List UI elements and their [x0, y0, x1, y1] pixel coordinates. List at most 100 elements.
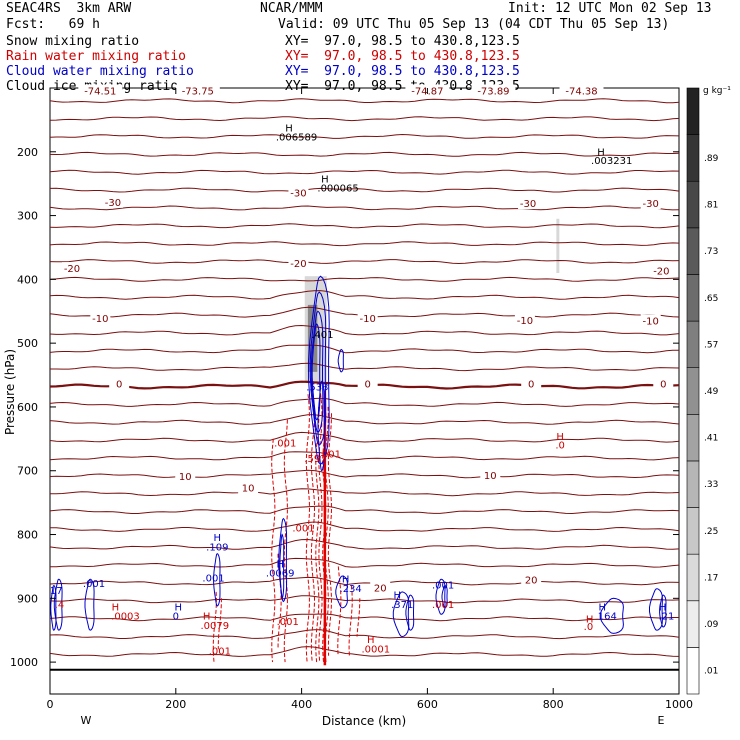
- cloud-water-contour: [279, 533, 285, 600]
- cloud-water-contour: [311, 323, 321, 421]
- cloud-water-contour: [213, 553, 221, 607]
- isotherm-label-bg: [288, 257, 309, 270]
- top-label-bg: [559, 84, 604, 97]
- field-rain-xy: XY= 97.0, 98.5 to 430.8,123.5: [285, 49, 520, 64]
- contour-annotation: .4: [55, 600, 65, 611]
- colorbar-segment: [686, 134, 700, 182]
- colorbar-segment: [686, 553, 700, 602]
- cloud-water-contour: [649, 588, 663, 631]
- rain-contour: [283, 419, 288, 663]
- isotherm-label-bg: [521, 573, 542, 586]
- isotherm-label-bg: [640, 197, 661, 210]
- cloud-water-contour: [337, 348, 344, 373]
- y-tick-label: 900: [17, 592, 38, 605]
- contour-annotation: .0: [555, 440, 565, 451]
- cloud-water-contour: [441, 585, 448, 609]
- isotherm-line: [49, 116, 680, 122]
- top-isotherm-label: -73.75: [182, 86, 214, 97]
- isotherm-line: [49, 505, 680, 515]
- isotherm-line: [49, 324, 680, 336]
- contour-annotation: H: [367, 635, 375, 646]
- x-east-label: E: [658, 714, 665, 727]
- top-isotherm-label: -74.38: [565, 86, 597, 97]
- isotherm-line: [49, 557, 680, 568]
- top-label-bg: [175, 84, 220, 97]
- isotherm-label: 0: [528, 380, 534, 391]
- top-label-bg: [78, 84, 123, 97]
- contour-annotation: .000065: [317, 183, 358, 194]
- contour-annotation: H: [112, 602, 120, 613]
- contour-annotation: .001: [83, 579, 105, 590]
- colorbar-segment: [686, 87, 700, 135]
- y-tick-label: 700: [17, 465, 38, 478]
- cloud-water-contour: [84, 578, 95, 631]
- colorbar-level-label: .01: [704, 667, 718, 677]
- rain-contour: [327, 413, 333, 656]
- init-time: Init: 12 UTC Mon 02 Sep 13: [508, 1, 712, 16]
- contour-annotation: H: [285, 123, 293, 134]
- cloud-water-contour: [335, 575, 348, 609]
- contour-annotation: H: [597, 148, 605, 159]
- valid-time: Valid: 09 UTC Thu 05 Sep 13 (04 CDT Thu …: [278, 17, 670, 32]
- cloud-water-contour: [50, 584, 57, 631]
- colorbar-level-label: .33: [704, 480, 718, 490]
- isotherm-lines: -30 -30 -30 -30 -20 -20 -20 -10 -10 -10 -10 0 0 0 0 10 1…: [49, 84, 680, 657]
- isotherm-label: -20: [653, 267, 669, 278]
- isotherm-label-bg: [102, 195, 123, 208]
- contour-annotation: 17: [50, 586, 63, 597]
- cloud-water-contour: [278, 517, 288, 603]
- contour-annotation: .001: [277, 617, 299, 628]
- isotherm-label: -30: [520, 199, 536, 210]
- isotherm-line: [49, 223, 680, 229]
- isotherm-line: [49, 431, 680, 443]
- isotherm-label-bg: [514, 313, 535, 326]
- isotherm-line: [49, 259, 680, 265]
- isotherm-label: 20: [374, 584, 387, 595]
- colorbar-level-label: .89: [704, 154, 719, 164]
- y-tick-label: 400: [17, 273, 38, 286]
- colorbar-level-label: .57: [704, 340, 718, 350]
- isotherm-label-bg: [370, 581, 391, 594]
- rain-contour: [356, 598, 361, 637]
- colorbar-segment: [686, 320, 700, 368]
- colorbar-unit: g kg⁻¹: [703, 86, 731, 96]
- contour-annotation: H: [393, 590, 401, 601]
- isotherm-label-bg: [653, 377, 674, 390]
- contour-annotation: .0079: [200, 621, 229, 632]
- isotherm-label: -30: [643, 199, 659, 210]
- model-title: SEAC4RS 3km ARW: [6, 1, 132, 16]
- colorbar-segment: [686, 367, 700, 415]
- y-tick-label: 800: [17, 529, 38, 542]
- isotherm-line: [49, 469, 680, 479]
- colorbar-segment: [686, 180, 700, 229]
- isotherm-label: -10: [359, 314, 375, 325]
- y-tick-label: 600: [17, 401, 38, 414]
- isotherm-label: 10: [179, 472, 192, 483]
- field-snow-xy: XY= 97.0, 98.5 to 430.8,123.5: [285, 34, 520, 49]
- plot-frame: [49, 87, 680, 695]
- contour-annotation: .001: [432, 600, 454, 611]
- colorbar: .01 .09 .17 .25 .33 .41 .49 .57 .65 .73 .81 .89: [686, 87, 719, 695]
- top-isotherm-label: -74.51: [84, 86, 116, 97]
- org-label: NCAR/MMM: [260, 1, 323, 16]
- field-cloudwater-name: Cloud water mixing ratio: [6, 64, 194, 79]
- x-tick-label: 0: [47, 698, 54, 711]
- colorbar-segment: [686, 460, 700, 508]
- isotherm-label: 0: [660, 380, 666, 391]
- x-tick-label: 800: [543, 698, 564, 711]
- cloud-water-contour: [317, 380, 326, 472]
- contour-annotation: H: [276, 560, 284, 571]
- field-snow-name: Snow mixing ratio: [6, 34, 140, 49]
- y-tick-label: 200: [17, 146, 38, 159]
- contour-annotation: .003231: [591, 156, 632, 167]
- contour-annotation: .0001: [362, 645, 391, 656]
- contour-annotation: .001: [432, 581, 454, 592]
- isotherm-label-bg: [480, 468, 501, 481]
- contour-annotation: H: [598, 602, 606, 613]
- isotherm-label: -10: [643, 316, 659, 327]
- isotherm-line: [49, 397, 680, 407]
- isotherm-label-bg: [288, 186, 309, 199]
- isotherm-label-bg: [62, 262, 83, 275]
